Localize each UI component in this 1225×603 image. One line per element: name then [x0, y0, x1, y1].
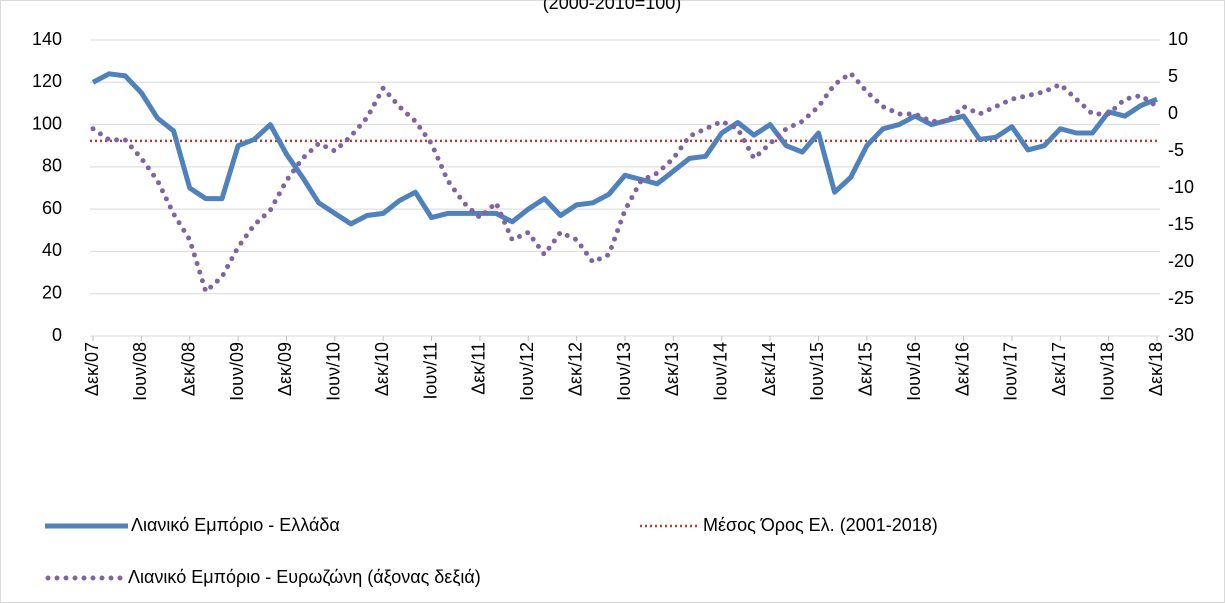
x-tick-label: Ιουν/12 — [517, 342, 537, 401]
x-tick-label: Ιουν/15 — [807, 342, 827, 401]
x-tick-label: Δεκ/15 — [856, 342, 876, 396]
x-tick-label: Ιουν/14 — [710, 342, 730, 401]
x-tick-label: Δεκ/11 — [469, 342, 489, 395]
y-tick-label: 60 — [42, 198, 62, 218]
x-tick-label: Δεκ/14 — [759, 342, 779, 396]
x-tick-label: Ιουν/18 — [1097, 342, 1117, 401]
y2-tick-label: -15 — [1168, 214, 1194, 234]
x-tick-label: Δεκ/09 — [275, 342, 295, 396]
series-line — [90, 69, 1160, 297]
legend-label: Λιανικό Εμπόριο - Ελλάδα — [131, 515, 340, 535]
x-tick-label: Δεκ/10 — [372, 342, 392, 396]
y-tick-label: 120 — [32, 71, 62, 91]
y2-tick-label: 10 — [1168, 29, 1188, 49]
x-tick-label: Δεκ/16 — [952, 342, 972, 396]
y-tick-label: 0 — [52, 325, 62, 345]
series-line — [91, 71, 1158, 227]
y2-tick-label: -5 — [1168, 140, 1184, 160]
chart-subtitle: (2000-2010=100) — [543, 0, 682, 13]
x-tick-label: Δεκ/07 — [82, 342, 102, 396]
x-tick-label: Ιουν/17 — [1001, 342, 1021, 401]
x-tick-label: Δεκ/13 — [662, 342, 682, 396]
y2-tick-label: -30 — [1168, 325, 1194, 345]
y2-tick-label: -10 — [1168, 177, 1194, 197]
x-tick-label: Δεκ/18 — [1146, 342, 1166, 396]
legend-label: Λιανικό Εμπόριο - Ευρωζώνη (άξονας δεξιά… — [128, 567, 481, 587]
legend-label: Μέσος Όρος Ελ. (2001-2018) — [703, 515, 938, 535]
y-tick-label: 100 — [32, 113, 62, 133]
x-tick-label: Ιουν/10 — [324, 342, 344, 401]
x-tick-label: Δεκ/08 — [178, 342, 198, 396]
y2-tick-label: 0 — [1168, 103, 1178, 123]
y-tick-label: 40 — [42, 240, 62, 260]
x-tick-label: Ιουν/08 — [130, 342, 150, 401]
x-tick-label: Ιουν/09 — [227, 342, 247, 401]
x-tick-label: Ιουν/11 — [420, 342, 440, 400]
y2-tick-label: -25 — [1168, 288, 1194, 308]
x-tick-label: Δεκ/12 — [565, 342, 585, 396]
y-tick-label: 80 — [42, 156, 62, 176]
x-tick-label: Ιουν/13 — [614, 342, 634, 401]
x-tick-label: Δεκ/17 — [1049, 342, 1069, 396]
y2-tick-label: -20 — [1168, 251, 1194, 271]
y2-tick-label: 5 — [1168, 66, 1178, 86]
x-tick-label: Ιουν/16 — [904, 342, 924, 401]
y-tick-label: 140 — [32, 29, 62, 49]
y-tick-label: 20 — [42, 282, 62, 302]
